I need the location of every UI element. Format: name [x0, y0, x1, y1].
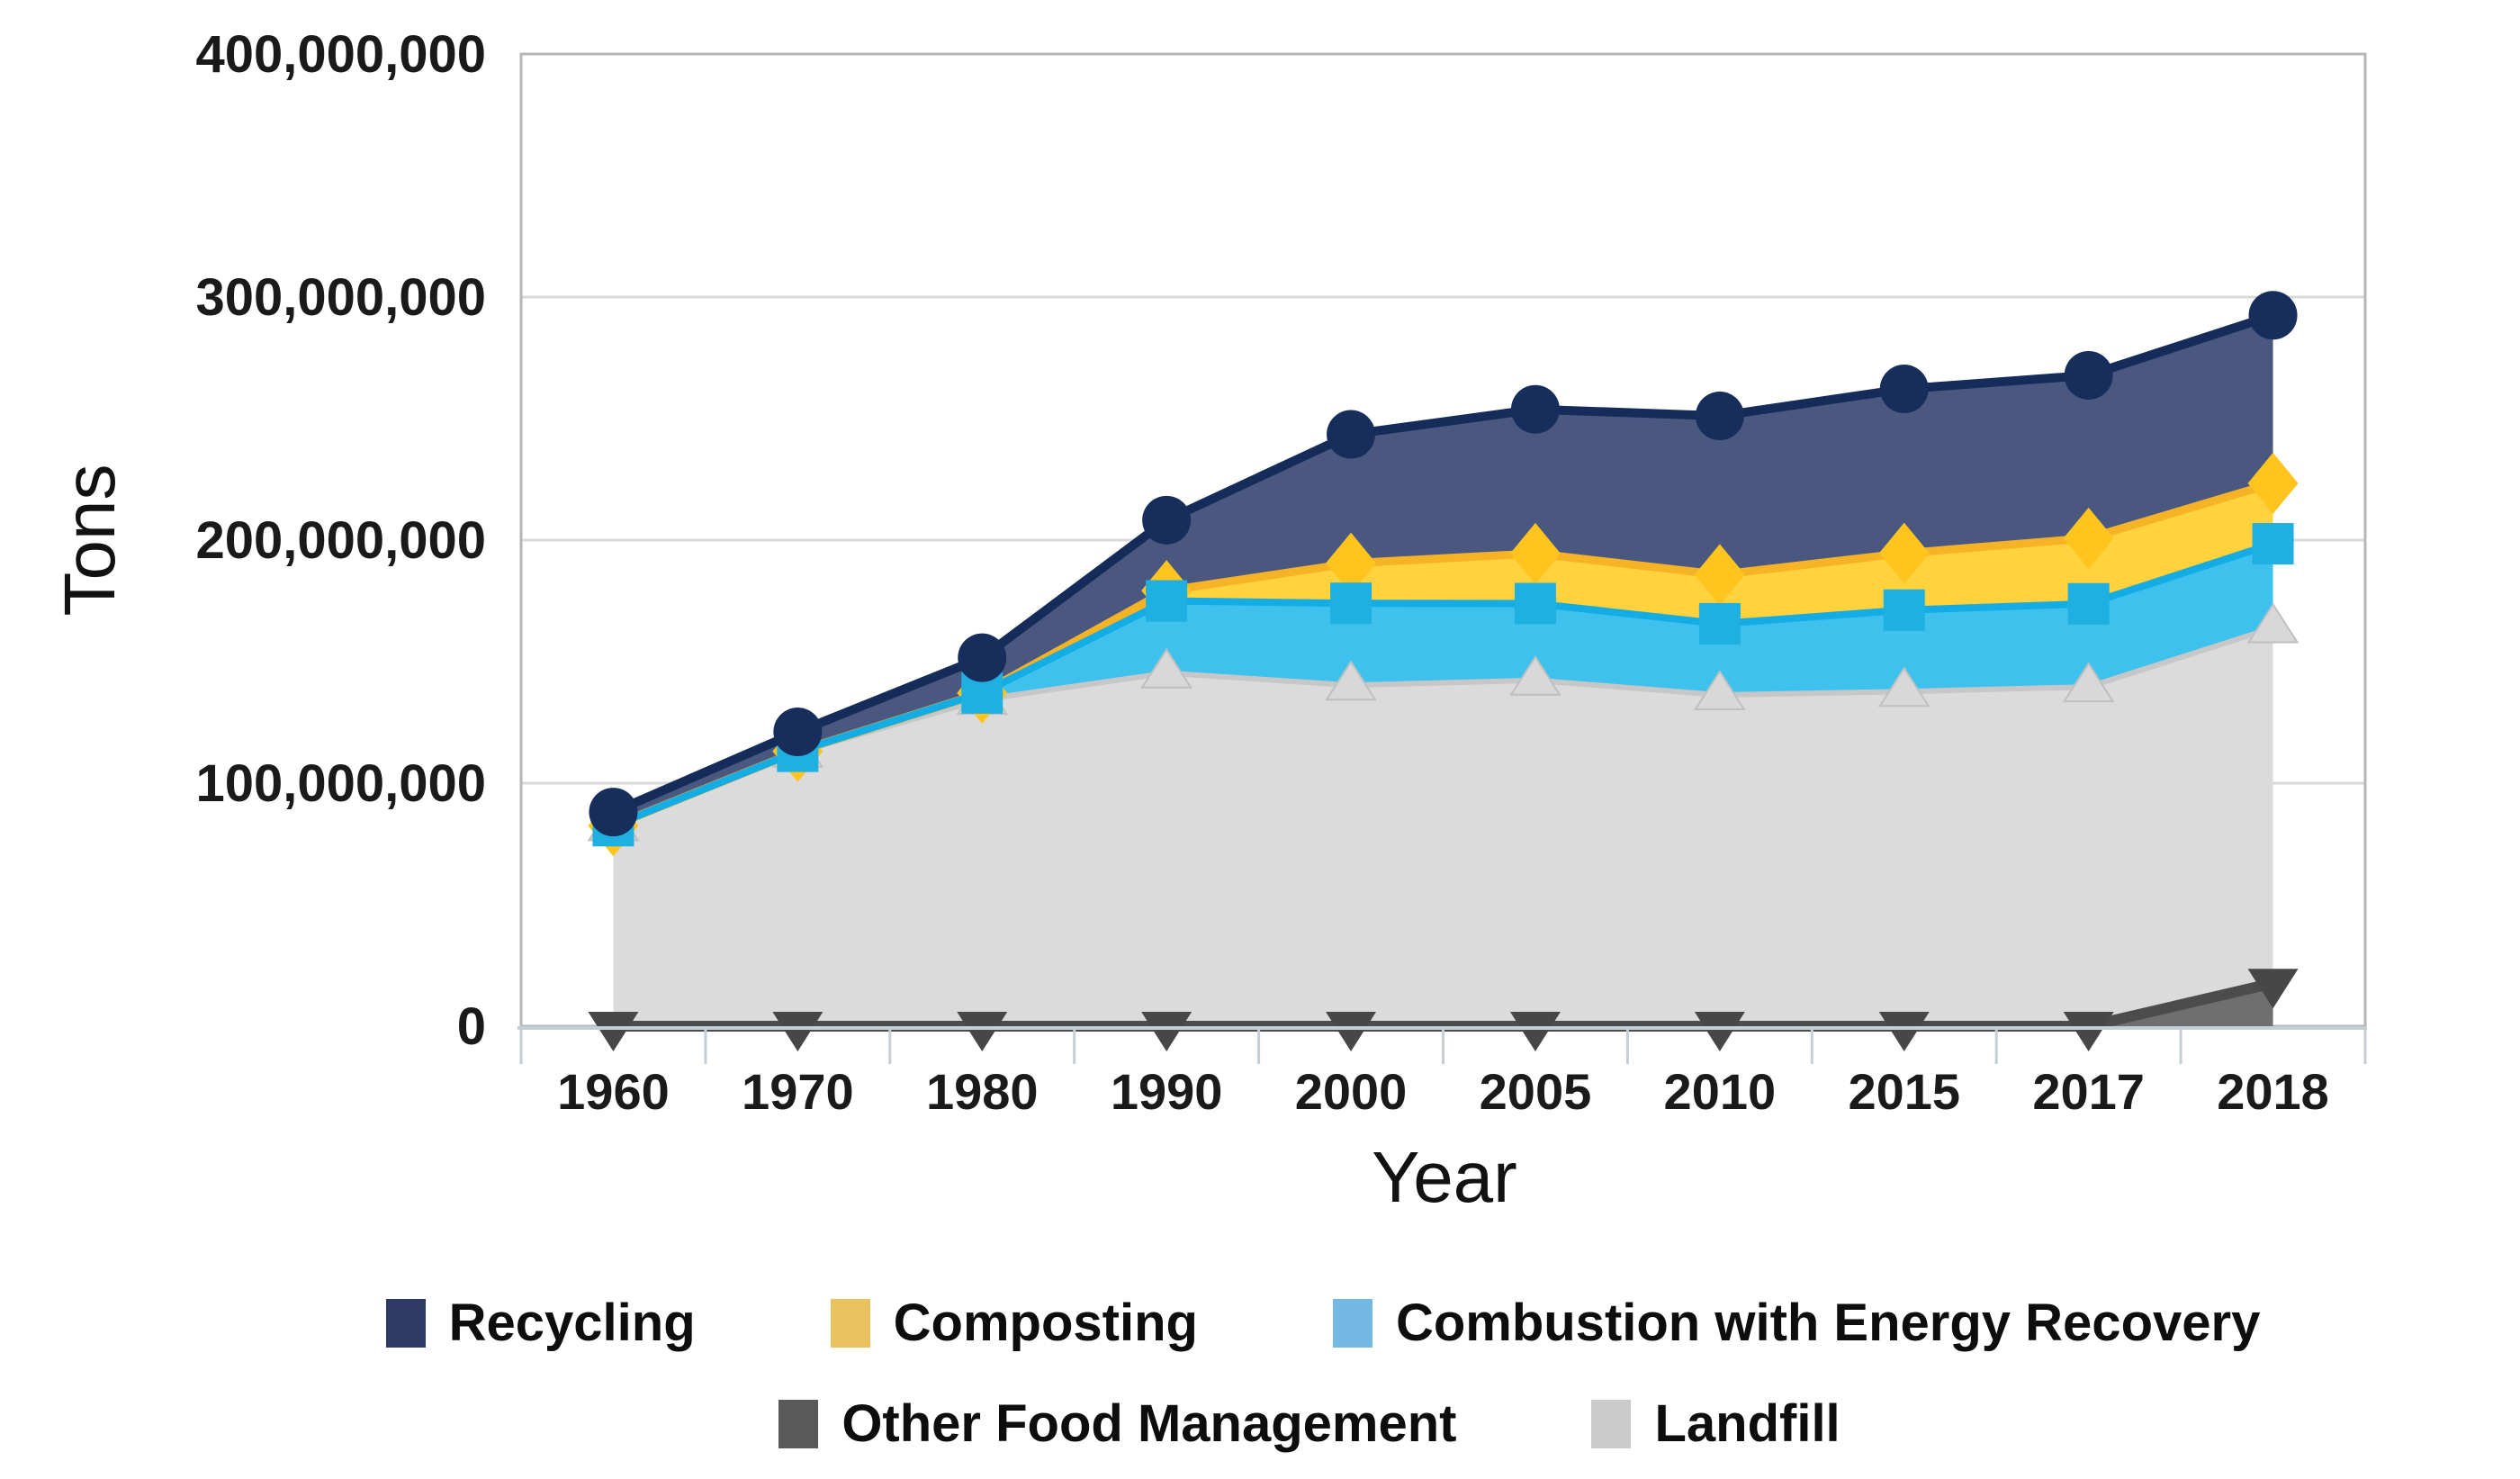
- series-area-landfill: [613, 627, 2273, 1026]
- x-axis-tick-label: 1990: [1111, 1063, 1223, 1120]
- y-axis-tick-label: 200,000,000: [195, 511, 486, 570]
- circle-marker: [1510, 384, 1560, 434]
- square-marker: [1698, 602, 1741, 645]
- triangle-down-marker: [1694, 1012, 1745, 1051]
- diamond-marker: [1878, 522, 1930, 584]
- triangle-up-marker: [1877, 666, 1930, 708]
- legend-item-other-food-management: Other Food Management: [778, 1393, 1456, 1454]
- square-marker: [2067, 582, 2110, 625]
- y-axis-tick-label: 0: [457, 997, 486, 1056]
- legend-swatch: [385, 1298, 426, 1348]
- y-axis-tick-label: 100,000,000: [195, 754, 486, 813]
- y-axis-tick-label: 400,000,000: [195, 25, 486, 84]
- legend-item-combustion-with-energy-recovery: Combustion with Energy Recovery: [1332, 1293, 2261, 1353]
- circle-marker: [589, 788, 638, 837]
- triangle-up-marker: [2246, 602, 2300, 644]
- series-overlay-recycling: [589, 291, 2298, 837]
- legend-row-2: Other Food Management Landfill: [50, 1393, 2520, 1454]
- triangle-up-marker: [2062, 662, 2115, 703]
- circle-marker: [1327, 410, 1376, 459]
- x-axis-tick-label: 1970: [742, 1063, 854, 1120]
- legend-swatch: [1332, 1298, 1372, 1348]
- triangle-up-marker: [1694, 670, 1746, 710]
- legend-label: Combustion with Energy Recovery: [1395, 1294, 2261, 1352]
- series-line: [609, 540, 2277, 830]
- square-marker: [1146, 580, 1188, 622]
- triangle-down-marker: [1141, 1012, 1192, 1051]
- y-axis-title: Tons: [50, 464, 130, 617]
- triangle-up-marker: [1325, 660, 1377, 701]
- diamond-marker: [1326, 532, 1377, 594]
- legend-label: Landfill: [1654, 1394, 1840, 1453]
- x-axis-tick-label: 2005: [1480, 1063, 1592, 1120]
- legend-item-recycling: Recycling: [385, 1293, 696, 1353]
- triangle-up-marker: [1509, 654, 1562, 696]
- circle-marker: [958, 633, 1007, 682]
- circle-marker: [2248, 291, 2298, 340]
- circle-marker: [2064, 350, 2113, 400]
- legend-swatch: [778, 1399, 819, 1448]
- legend-swatch: [830, 1298, 870, 1348]
- circle-marker: [1879, 365, 1929, 414]
- circle-marker: [1142, 495, 1192, 545]
- x-axis-tick-label: 1980: [926, 1063, 1039, 1120]
- triangle-down-marker: [2247, 969, 2299, 1009]
- x-axis-tick-label: 1960: [557, 1063, 670, 1120]
- diamond-marker: [2247, 452, 2299, 514]
- legend-row-1: Recycling Composting Combustion with Energ…: [63, 1293, 2520, 1353]
- x-axis-tick-label: 2010: [1664, 1063, 1777, 1120]
- x-axis-title: Year: [1372, 1137, 1517, 1217]
- x-axis-tick-label: 2015: [1848, 1063, 1960, 1120]
- legend-label: Other Food Management: [842, 1394, 1457, 1453]
- triangle-down-marker: [2063, 1012, 2114, 1051]
- square-marker: [1883, 589, 1925, 631]
- legend-label: Composting: [893, 1294, 1198, 1352]
- square-marker: [1514, 582, 1556, 625]
- series-area-recycling: [613, 315, 2273, 826]
- triangle-up-marker: [1140, 647, 1192, 689]
- triangle-down-marker: [957, 1012, 1008, 1051]
- x-axis-tick-label: 2000: [1295, 1063, 1408, 1120]
- circle-marker: [773, 708, 823, 757]
- circle-marker: [1695, 392, 1744, 441]
- square-marker: [2252, 523, 2294, 565]
- diamond-marker: [1509, 522, 1561, 584]
- triangle-down-marker: [588, 1012, 639, 1051]
- y-axis-tick-label: 300,000,000: [195, 268, 486, 327]
- triangle-down-marker: [1509, 1012, 1561, 1051]
- diamond-marker: [2063, 507, 2114, 569]
- series-line: [608, 311, 2278, 817]
- legend-swatch: [1591, 1399, 1632, 1448]
- legend-item-landfill: Landfill: [1591, 1393, 1840, 1454]
- triangle-down-marker: [1326, 1012, 1377, 1051]
- legend-item-composting: Composting: [830, 1293, 1198, 1353]
- triangle-down-marker: [1878, 1012, 1930, 1051]
- x-axis-tick-label: 2017: [2032, 1063, 2145, 1120]
- triangle-down-marker: [772, 1012, 824, 1051]
- legend-label: Recycling: [448, 1294, 696, 1352]
- series-area-composting: [613, 482, 2273, 826]
- square-marker: [1330, 582, 1372, 625]
- x-axis-tick-label: 2018: [2217, 1063, 2329, 1120]
- diamond-marker: [1694, 544, 1745, 606]
